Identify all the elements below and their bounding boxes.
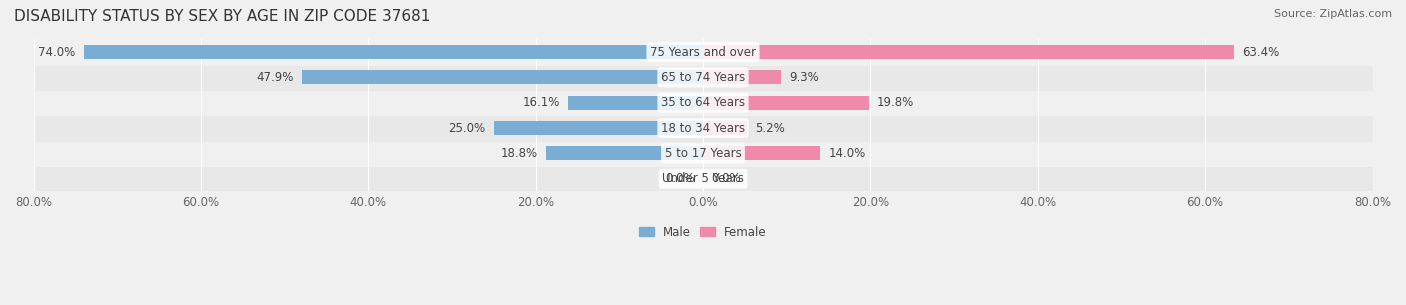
Bar: [546, 146, 703, 160]
Text: 75 Years and over: 75 Years and over: [650, 45, 756, 59]
Bar: [703, 70, 780, 84]
Bar: [34, 65, 1372, 90]
Text: 19.8%: 19.8%: [877, 96, 914, 109]
Text: 14.0%: 14.0%: [828, 147, 866, 160]
Text: 5 to 17 Years: 5 to 17 Years: [665, 147, 741, 160]
Legend: Male, Female: Male, Female: [634, 221, 772, 243]
Bar: [703, 45, 1233, 59]
Text: 25.0%: 25.0%: [449, 122, 485, 135]
Text: 0.0%: 0.0%: [711, 172, 741, 185]
Text: Source: ZipAtlas.com: Source: ZipAtlas.com: [1274, 9, 1392, 19]
Bar: [703, 146, 820, 160]
Bar: [34, 39, 1372, 65]
Bar: [302, 70, 703, 84]
Text: 9.3%: 9.3%: [789, 71, 818, 84]
Text: 18 to 34 Years: 18 to 34 Years: [661, 122, 745, 135]
Text: 16.1%: 16.1%: [523, 96, 560, 109]
Text: 18.8%: 18.8%: [501, 147, 537, 160]
Bar: [34, 90, 1372, 115]
Text: 35 to 64 Years: 35 to 64 Years: [661, 96, 745, 109]
Bar: [703, 96, 869, 110]
Text: Under 5 Years: Under 5 Years: [662, 172, 744, 185]
Text: 5.2%: 5.2%: [755, 122, 785, 135]
Bar: [34, 141, 1372, 166]
Text: 63.4%: 63.4%: [1241, 45, 1279, 59]
Text: 0.0%: 0.0%: [665, 172, 695, 185]
Bar: [703, 121, 747, 135]
Bar: [34, 115, 1372, 141]
Text: 65 to 74 Years: 65 to 74 Years: [661, 71, 745, 84]
Text: 47.9%: 47.9%: [256, 71, 294, 84]
Bar: [84, 45, 703, 59]
Text: 74.0%: 74.0%: [38, 45, 76, 59]
Text: DISABILITY STATUS BY SEX BY AGE IN ZIP CODE 37681: DISABILITY STATUS BY SEX BY AGE IN ZIP C…: [14, 9, 430, 24]
Bar: [568, 96, 703, 110]
Bar: [494, 121, 703, 135]
Bar: [34, 166, 1372, 192]
